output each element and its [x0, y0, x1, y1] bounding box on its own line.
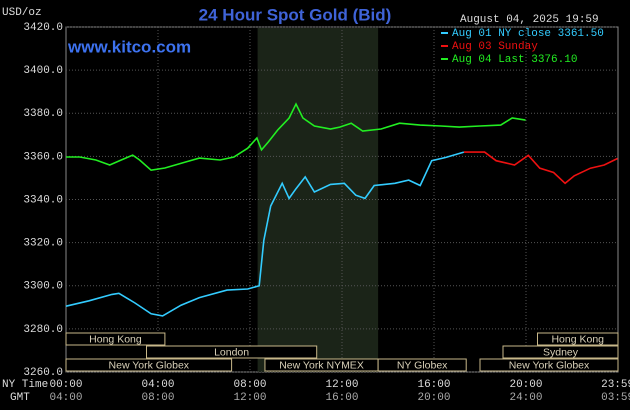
session-label: London: [214, 346, 249, 358]
price-line: [463, 151, 618, 185]
x-tick-label: 08:00: [233, 379, 266, 391]
session-box: [537, 332, 619, 346]
gmt-tick-label: 04:00: [49, 392, 82, 404]
gmt-tick-label: 20:00: [417, 392, 450, 404]
session-label: NY Globex: [397, 359, 448, 371]
x-tick-label: 23:59: [601, 379, 630, 391]
legend-label: Aug 04 Last 3376.10: [452, 54, 577, 66]
session-label: Hong Kong: [551, 333, 604, 345]
session-box: [479, 358, 619, 372]
x-row-label: GMT: [10, 392, 30, 404]
gmt-tick-label: 08:00: [141, 392, 174, 404]
x-tick-label: 20:00: [509, 379, 542, 391]
x-row-label: NY Time: [2, 379, 48, 391]
price-line: [66, 102, 526, 172]
session-label: New York Globex: [509, 359, 590, 371]
session-label: New York NYMEX: [279, 359, 364, 371]
y-tick-label: 3420.0: [23, 22, 63, 34]
unit-label: USD/oz: [2, 7, 42, 19]
legend-label: Aug 03 Sunday: [452, 41, 538, 53]
session-label: Sydney: [543, 346, 579, 358]
x-tick-label: 00:00: [49, 379, 82, 391]
gmt-tick-label: 24:00: [509, 392, 542, 404]
session-box: [377, 358, 467, 372]
y-tick-label: 3340.0: [23, 194, 63, 206]
session-highlight: [257, 28, 379, 372]
chart-title: 24 Hour Spot Gold (Bid): [199, 5, 392, 24]
x-tick-label: 16:00: [417, 379, 450, 391]
y-tick-label: 3280.0: [23, 324, 63, 336]
gmt-tick-label: 12:00: [233, 392, 266, 404]
y-tick-label: 3400.0: [23, 65, 63, 77]
price-line: [65, 151, 465, 317]
timestamp: August 04, 2025 19:59: [460, 14, 599, 26]
gmt-tick-label: 16:00: [325, 392, 358, 404]
gmt-tick-label: 03:59: [601, 392, 630, 404]
x-tick-label: 12:00: [325, 379, 358, 391]
y-tick-label: 3300.0: [23, 281, 63, 293]
y-tick-label: 3380.0: [23, 108, 63, 120]
legend-label: Aug 01 NY close 3361.50: [452, 28, 604, 40]
session-box: [502, 345, 619, 359]
x-tick-label: 04:00: [141, 379, 174, 391]
session-label: New York Globex: [109, 359, 190, 371]
y-tick-label: 3360.0: [23, 151, 63, 163]
session-box: [65, 358, 233, 372]
session-box: [65, 332, 166, 346]
y-tick-label: 3320.0: [23, 238, 63, 250]
y-tick-label: 3260.0: [23, 367, 63, 379]
site-label: www.kitco.com: [67, 37, 191, 56]
session-box: [146, 345, 318, 359]
session-label: Hong Kong: [89, 333, 142, 345]
